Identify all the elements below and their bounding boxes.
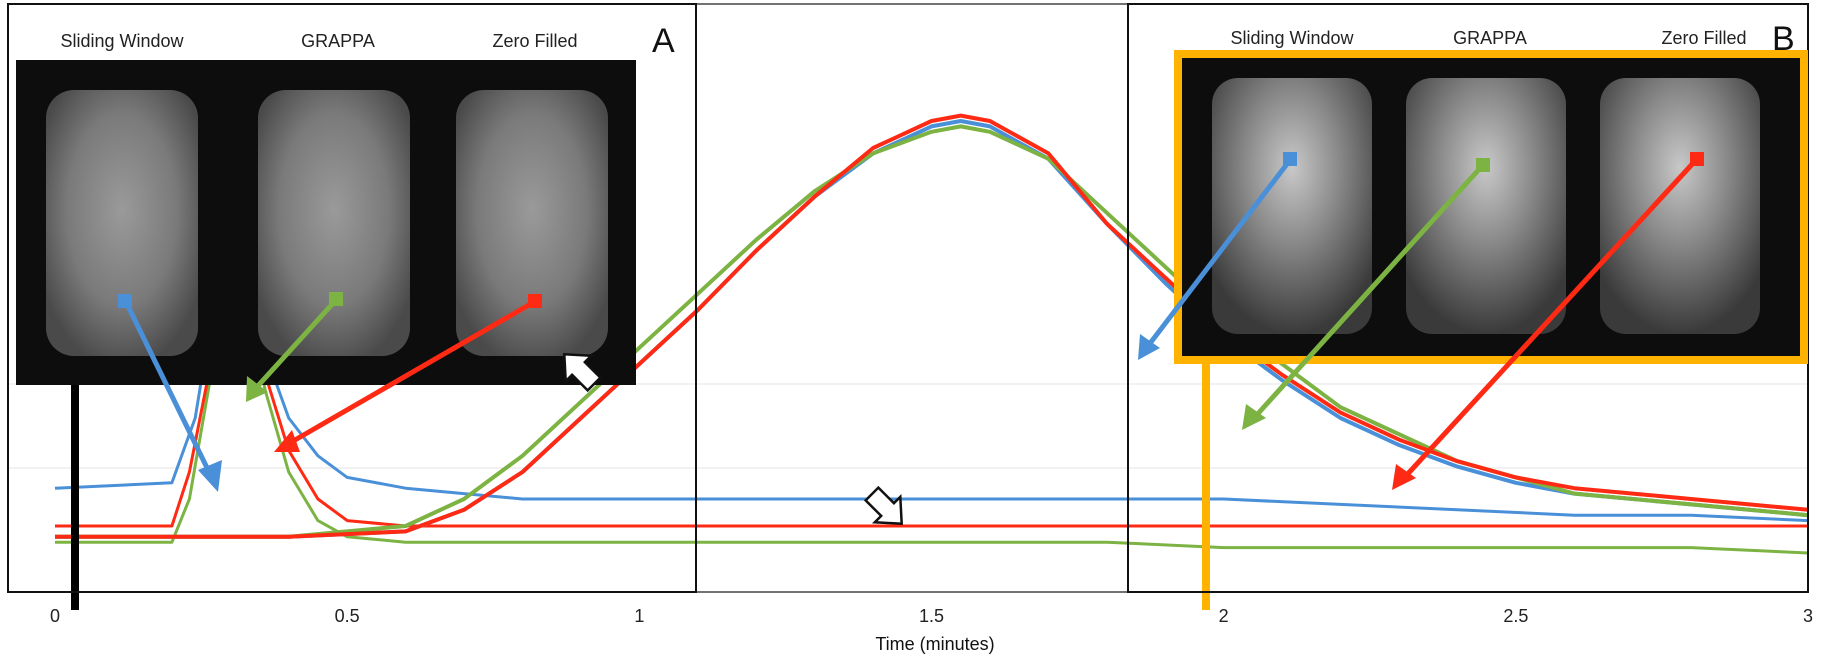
phantom-b-sliding-window: [1212, 78, 1372, 334]
panel-a-letter: A: [652, 22, 675, 60]
arrowhead-b-zero-filled: [1392, 464, 1416, 490]
arrow-b-sliding-window: [1146, 158, 1292, 348]
arrowhead-a-sliding-window: [198, 460, 222, 492]
arrow-a-sliding-window: [123, 300, 215, 480]
time-marker-b: [1202, 360, 1210, 610]
x-tick-label: 3: [1803, 606, 1813, 626]
arrows-a: [118, 292, 542, 492]
arrow-a-grappa: [254, 298, 338, 390]
phantom-b-grappa: [1406, 78, 1566, 334]
arrowhead-b-grappa: [1242, 404, 1266, 430]
phantom-a-sliding-window: [46, 90, 198, 356]
arrow-a-zero-filled: [286, 299, 536, 447]
arrows-b: [1138, 152, 1704, 490]
x-tick-label: 0: [50, 606, 60, 626]
arrow-b-grappa: [1252, 164, 1484, 420]
x-tick-labels: 0 0.5 1 1.5 2 2.5 3: [50, 606, 1813, 626]
panel-b-letter: B: [1772, 20, 1795, 58]
arrowhead-a-zero-filled: [274, 430, 300, 452]
panel-a-title-sliding-window: Sliding Window: [60, 31, 184, 51]
series-line-zero-filled-late-bolus: [55, 113, 1809, 539]
panel-b: Sliding Window GRAPPA Zero Filled B: [1127, 3, 1809, 593]
time-marker-a: [71, 384, 79, 610]
annotation-arrow-upper: [562, 352, 603, 393]
panel-b-title-grappa: GRAPPA: [1453, 28, 1527, 48]
arrowhead-b-sliding-window: [1138, 334, 1160, 360]
x-tick-label: 2: [1219, 606, 1229, 626]
panel-b-title-zero-filled: Zero Filled: [1661, 28, 1746, 48]
annotation-arrow-lower: [863, 485, 904, 526]
phantom-a-zero-filled: [456, 90, 608, 356]
panel-a-title-zero-filled: Zero Filled: [492, 31, 577, 51]
arrowhead-a-grappa: [246, 376, 268, 402]
x-tick-label: 0.5: [335, 606, 360, 626]
phantom-a-grappa: [258, 90, 410, 356]
x-tick-label: 1: [634, 606, 644, 626]
phantom-b-zero-filled: [1600, 78, 1760, 334]
panel-a-title-grappa: GRAPPA: [301, 31, 375, 51]
panel-a: Sliding Window GRAPPA Zero Filled A: [7, 3, 697, 593]
panel-b-title-sliding-window: Sliding Window: [1230, 28, 1354, 48]
x-axis-label: Time (minutes): [875, 634, 994, 654]
x-tick-label: 2.5: [1503, 606, 1528, 626]
x-tick-label: 1.5: [919, 606, 944, 626]
arrow-b-zero-filled: [1402, 158, 1698, 480]
panel-a-frame: [7, 3, 697, 593]
